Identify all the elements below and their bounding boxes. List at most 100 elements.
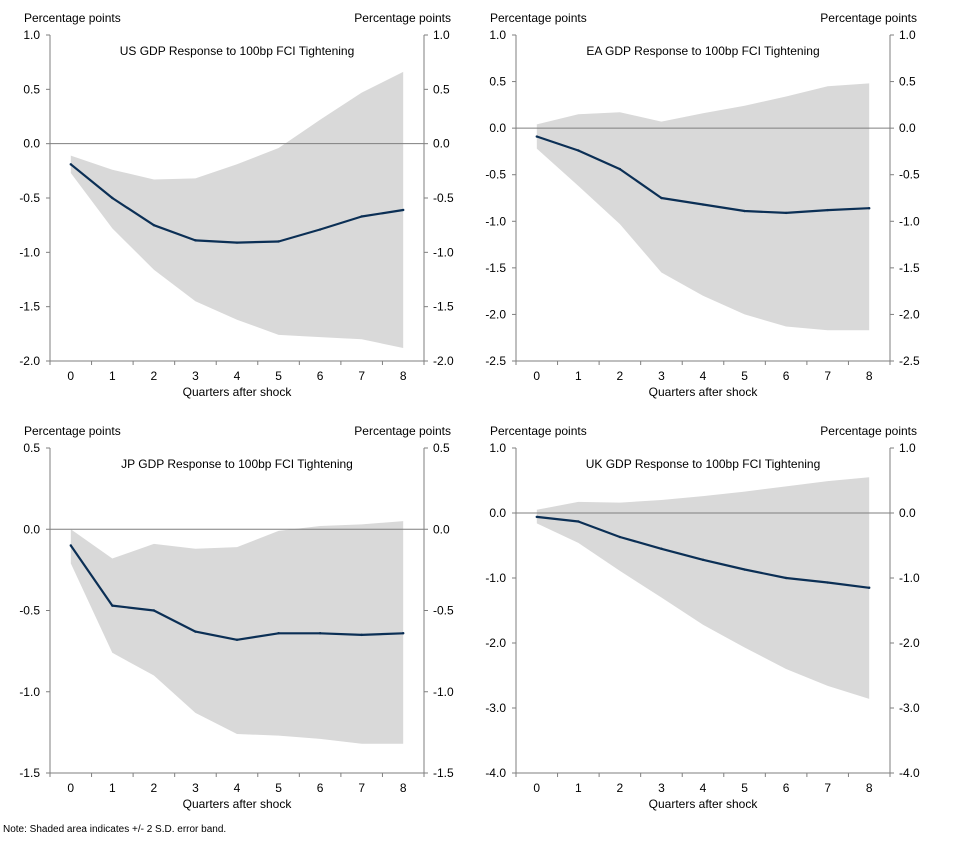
y-tick-label-right: -4.0 <box>899 766 920 780</box>
x-tick-label: 6 <box>317 369 324 383</box>
data-point <box>535 135 538 138</box>
y-tick-label-left: 0.0 <box>23 522 40 536</box>
data-point <box>152 609 156 612</box>
y-tick-label-left: -2.0 <box>485 307 506 321</box>
y-tick-label-right: -1.5 <box>899 261 920 275</box>
data-point <box>111 604 114 607</box>
data-point <box>577 520 580 523</box>
y-tick-label-right: 1.0 <box>433 28 450 42</box>
data-point <box>868 207 871 210</box>
y-tick-label-left: -1.5 <box>485 261 506 275</box>
data-point <box>868 586 871 589</box>
x-tick-label: 0 <box>533 369 540 383</box>
y-tick-label-right: -2.0 <box>899 636 920 650</box>
y-tick-label-right: 1.0 <box>899 28 916 42</box>
y-tick-label-left: -2.5 <box>485 354 506 368</box>
data-point <box>784 576 788 580</box>
data-point <box>318 632 322 635</box>
x-tick-label: 1 <box>575 369 582 383</box>
data-point <box>277 632 280 635</box>
x-tick-label: 8 <box>866 781 873 795</box>
y-tick-label-left: -1.0 <box>19 245 40 259</box>
x-tick-label: 4 <box>234 781 241 795</box>
x-tick-label: 2 <box>151 781 158 795</box>
x-tick-label: 8 <box>400 781 407 795</box>
x-tick-label: 3 <box>192 369 199 383</box>
x-tick-label: 1 <box>109 781 116 795</box>
y-tick-label-right: -1.5 <box>433 300 454 314</box>
y-tick-label-left: -1.0 <box>19 685 40 699</box>
error-band <box>70 521 404 744</box>
y-tick-label-left: -1.0 <box>485 571 506 585</box>
data-point <box>701 203 705 206</box>
y-tick-label-right: 0.5 <box>433 441 450 455</box>
y-tick-label-left: 0.0 <box>489 506 506 520</box>
y-tick-label-left: -0.5 <box>19 191 40 205</box>
y-tick-label-right: 1.0 <box>899 441 916 455</box>
data-point <box>743 209 746 213</box>
data-point <box>826 208 829 212</box>
y-tick-label-right: -2.0 <box>899 307 920 321</box>
y-axis-label-left: Percentage points <box>490 11 587 25</box>
x-tick-label: 1 <box>109 369 116 383</box>
y-tick-label-right: -0.5 <box>899 168 920 182</box>
x-tick-label: 7 <box>358 369 365 383</box>
y-tick-label-left: 0.5 <box>23 82 40 96</box>
y-tick-label-right: -1.0 <box>433 685 454 699</box>
panel-us: Percentage points Percentage points 1.0 1.0… <box>19 11 454 399</box>
y-tick-label-left: -0.5 <box>19 604 40 618</box>
x-axis-title: Quarters after shock <box>183 385 293 399</box>
data-point <box>618 167 622 171</box>
x-axis-title: Quarters after shock <box>649 797 759 811</box>
x-tick-label: 3 <box>192 781 199 795</box>
y-tick-label-right: 0.0 <box>899 506 916 520</box>
y-tick-label-right: 0.0 <box>433 522 450 536</box>
data-point <box>194 239 197 242</box>
y-tick-label-left: -1.5 <box>19 300 40 314</box>
y-tick-label-left: -0.5 <box>485 168 506 182</box>
x-tick-label: 2 <box>151 369 158 383</box>
x-tick-label: 3 <box>658 781 665 795</box>
y-tick-label-right: 0.0 <box>433 137 450 151</box>
x-tick-label: 8 <box>866 369 873 383</box>
y-tick-label-left: -2.0 <box>19 354 40 368</box>
data-point <box>535 515 538 519</box>
y-tick-label-left: 1.0 <box>489 28 506 42</box>
x-tick-label: 0 <box>67 369 74 383</box>
data-point <box>743 568 746 571</box>
error-band <box>536 83 870 331</box>
y-axis-label-right: Percentage points <box>820 424 917 438</box>
error-band <box>536 477 870 699</box>
x-axis-title: Quarters after shock <box>183 797 293 811</box>
y-axis-label-right: Percentage points <box>354 424 451 438</box>
panel-jp: Percentage points Percentage points 0.5 0.5… <box>19 424 454 811</box>
data-point <box>194 630 197 633</box>
x-tick-label: 5 <box>741 369 748 383</box>
data-point <box>69 544 72 547</box>
x-tick-label: 5 <box>275 369 282 383</box>
data-point <box>784 211 788 215</box>
y-axis-label-right: Percentage points <box>354 11 451 25</box>
footnote: Note: Shaded area indicates +/- 2 S.D. e… <box>3 824 227 835</box>
error-band <box>70 71 404 349</box>
y-tick-label-right: -1.0 <box>899 571 920 585</box>
y-tick-label-left: 0.0 <box>23 137 40 151</box>
data-point <box>618 535 622 539</box>
data-point <box>360 215 363 218</box>
y-tick-label-right: -2.0 <box>433 354 454 368</box>
y-tick-label-left: 1.0 <box>489 441 506 455</box>
y-tick-label-right: 0.5 <box>899 75 916 89</box>
y-tick-label-left: 1.0 <box>23 28 40 42</box>
y-tick-label-right: 0.0 <box>899 121 916 135</box>
x-tick-label: 4 <box>700 369 707 383</box>
data-point <box>660 547 663 550</box>
data-point <box>360 633 363 637</box>
chart-title: EA GDP Response to 100bp FCI Tightening <box>586 44 819 58</box>
x-tick-label: 0 <box>533 781 540 795</box>
data-point <box>318 228 322 231</box>
y-tick-label-left: -2.0 <box>485 636 506 650</box>
data-point <box>111 196 114 200</box>
y-tick-label-right: -0.5 <box>433 604 454 618</box>
y-tick-label-right: -3.0 <box>899 701 920 715</box>
y-axis-label-left: Percentage points <box>490 424 587 438</box>
